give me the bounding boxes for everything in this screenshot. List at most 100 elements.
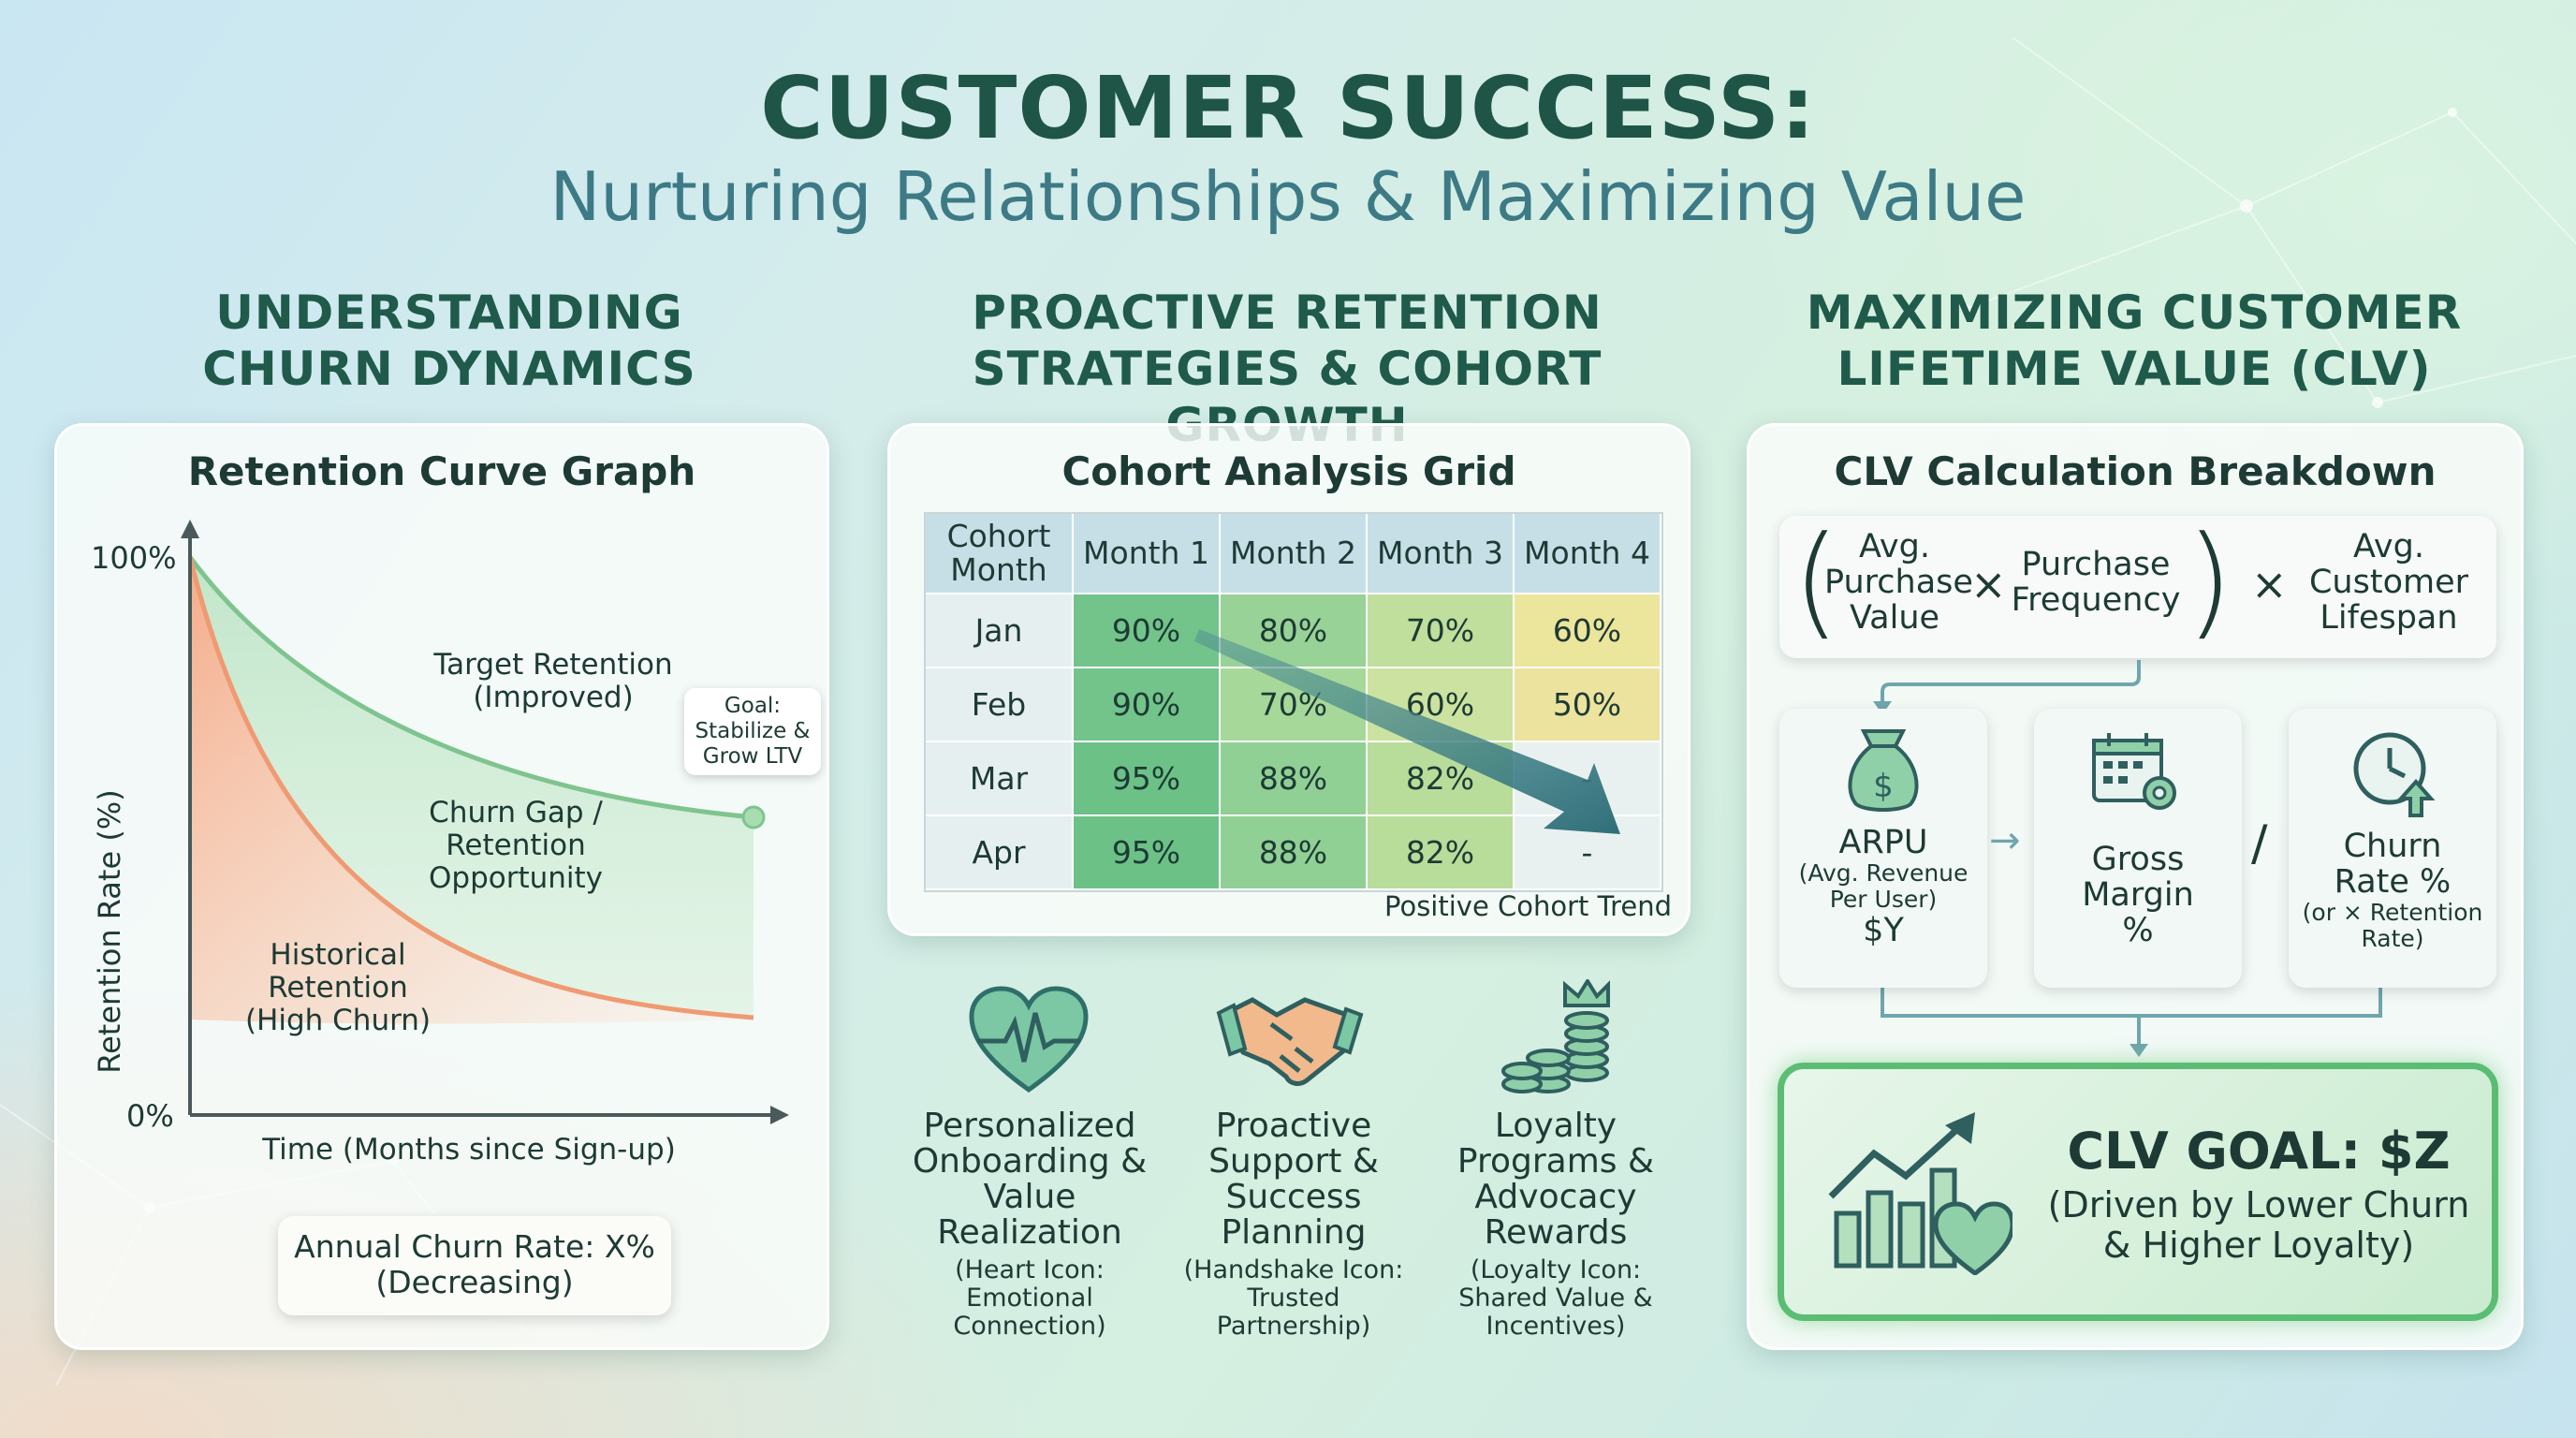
y-axis-arrow — [181, 520, 199, 538]
churn-title-line: Churn — [2343, 828, 2442, 865]
cohort-cell: 90% — [1074, 668, 1221, 742]
clv-connectors — [1873, 660, 2382, 1057]
strategy-onboarding: Personalized Onboarding & Value Realizat… — [899, 1108, 1161, 1341]
strategy-title-line: Value — [983, 1178, 1076, 1216]
arrow-right-icon: → — [1989, 819, 2021, 862]
clv-breakdown-title: CLV Calculation Breakdown — [1834, 448, 2437, 494]
cohort-cell: 95% — [1074, 742, 1221, 816]
month-header-cell: Month 3 — [1368, 514, 1515, 594]
clock-arrow-icon — [2353, 732, 2436, 817]
churn-rate-line: (Decreasing) — [375, 1264, 574, 1300]
goal-line: Goal: — [724, 694, 782, 718]
historical-area — [190, 557, 754, 1024]
strategy-support: Proactive Support & Success Planning (Ha… — [1163, 1108, 1425, 1341]
strategy-sub-line: (Heart Icon: — [955, 1255, 1105, 1284]
strategy-title-line: Advocacy — [1474, 1178, 1637, 1216]
annotation-line: Historical — [270, 938, 406, 972]
x-axis-arrow — [770, 1106, 789, 1124]
churn-rate-line: Annual Churn Rate: X% — [294, 1228, 655, 1265]
churn-heading-line: UNDERSTANDING — [215, 286, 683, 340]
cohort-row-label: Jan — [926, 594, 1074, 668]
x-axis-label: Time (Months since Sign-up) — [262, 1133, 676, 1167]
margin-title-line: Gross — [2091, 841, 2185, 878]
churn-gap-area — [190, 557, 754, 1018]
strategy-title-line: Support & — [1208, 1142, 1379, 1181]
churn-sub-line: Rate) — [2361, 925, 2424, 952]
goal-point — [741, 805, 766, 829]
strategy-sub-line: Connection) — [953, 1312, 1106, 1341]
header-line: Month — [950, 551, 1047, 588]
churn-sub-line: (or × Retention — [2302, 899, 2483, 926]
month-header-cell: Month 2 — [1221, 514, 1368, 594]
goal-tooltip: Goal: Stabilize & Grow LTV — [684, 688, 821, 775]
churn-rate-box: Churn Rate % (or × Retention Rate) — [2289, 709, 2496, 988]
strategy-sub-line: (Loyalty Icon: — [1470, 1255, 1642, 1284]
formula-term-line: Avg. — [1859, 528, 1930, 565]
cohort-analysis-card: Cohort Analysis Grid Cohort Month Month 1… — [887, 423, 1690, 936]
formula-term-line: Lifespan — [2320, 599, 2458, 637]
page-title: CUSTOMER SUCCESS: — [760, 58, 1816, 158]
historical-retention-line — [187, 556, 754, 1020]
strategy-title-line: Onboarding & — [912, 1142, 1148, 1181]
calendar-gear-icon — [2092, 733, 2176, 810]
churn-title-line: Rate % — [2334, 863, 2452, 901]
cohort-row-label: Feb — [926, 668, 1074, 742]
churn-gap-annotation: Churn Gap / Retention Opportunity — [394, 797, 637, 895]
annotation-line: (High Churn) — [244, 1004, 432, 1037]
heart-pulse-icon — [969, 986, 1089, 1093]
cohort-cell: 88% — [1221, 816, 1368, 890]
formula-term-line: Purchase — [2021, 546, 2171, 583]
target-retention-annotation: Target Retention (Improved) — [413, 649, 694, 714]
month-header-cell: Month 4 — [1515, 514, 1661, 594]
formula-term-line: Customer — [2308, 564, 2468, 601]
goal-line: Stabilize & — [695, 719, 811, 743]
trend-label: Positive Cohort Trend — [1384, 890, 1673, 922]
target-retention-line — [187, 555, 754, 820]
money-bag-icon: $ — [1848, 729, 1919, 812]
strategy-sub-line: Shared Value & — [1458, 1284, 1653, 1313]
strategy-title-line: Programs & — [1456, 1142, 1655, 1181]
formula-purchase-frequency: Purchase Frequency — [2010, 547, 2182, 618]
strategy-loyalty: Loyalty Programs & Advocacy Rewards (Loy… — [1425, 1108, 1687, 1341]
formula-term-line: Value — [1849, 599, 1940, 637]
strategy-sub-line: Partnership) — [1216, 1312, 1371, 1341]
strategy-sub-line: Emotional — [966, 1284, 1093, 1313]
formula-term-line: Purchase — [1824, 564, 1973, 601]
cohort-cell: 82% — [1368, 816, 1515, 890]
trend-arrow-icon — [1194, 629, 1620, 834]
svg-text:$: $ — [1873, 768, 1894, 805]
formula-avg-purchase-value: Avg. Purchase Value — [1824, 528, 1973, 637]
retention-curve-card: Retention Curve Graph 100% 0% — [54, 423, 829, 1350]
annotation-line: Retention — [446, 829, 586, 862]
arpu-sub-line: Per User) — [1829, 886, 1938, 913]
strategy-title-line: Loyalty — [1494, 1107, 1617, 1145]
clv-goal-card: CLV GOAL: $Z (Driven by Lower Churn & Hi… — [1778, 1063, 2498, 1321]
clv-goal-subtitle: (Driven by Lower Churn & Higher Loyalty) — [2029, 1185, 2488, 1266]
annotation-line: (Improved) — [473, 681, 634, 714]
arpu-value: $Y — [1863, 912, 1904, 949]
goal-sub-line: & Higher Loyalty) — [2102, 1225, 2415, 1266]
formula-open-paren: ( — [1793, 509, 1840, 652]
retention-heading-line: PROACTIVE RETENTION — [972, 286, 1603, 340]
strategy-title-line: Proactive — [1215, 1107, 1372, 1145]
arpu-sub-line: (Avg. Revenue — [1798, 859, 1969, 887]
strategy-title-line: Rewards — [1484, 1213, 1628, 1252]
arpu-box: $ ARPU (Avg. Revenue Per User) $Y — [1779, 709, 1987, 988]
retention-chart-svg — [181, 520, 789, 1124]
growth-chart-heart-icon — [1828, 1112, 2012, 1275]
annotation-line: Target Retention — [433, 648, 673, 682]
cohort-row-label: Apr — [926, 816, 1074, 890]
cohort-cell: 90% — [1074, 594, 1221, 668]
clv-formula: ( Avg. Purchase Value × Purchase Frequen… — [1779, 516, 2496, 658]
cohort-cell: 60% — [1515, 594, 1661, 668]
clv-column-heading: MAXIMIZING CUSTOMER LIFETIME VALUE (CLV) — [1741, 285, 2527, 397]
strategy-title-line: Success — [1225, 1178, 1362, 1216]
y-tick-100: 100% — [91, 540, 177, 576]
header-line: Cohort — [946, 518, 1051, 554]
churn-heading-line: CHURN DYNAMICS — [202, 342, 696, 396]
goal-sub-line: (Driven by Lower Churn — [2047, 1184, 2470, 1225]
strategy-title-line: Realization — [937, 1213, 1122, 1252]
annotation-line: Retention — [268, 971, 408, 1005]
y-tick-0: 0% — [126, 1098, 174, 1134]
coins-crown-icon — [1501, 979, 1610, 1093]
